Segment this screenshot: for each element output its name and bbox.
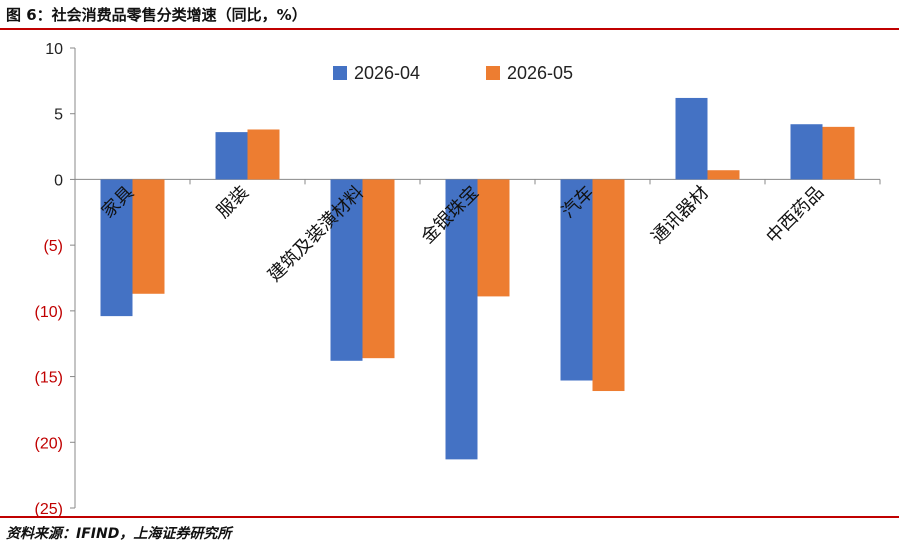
chart-bars	[100, 97, 855, 460]
category-label: 服装	[213, 182, 253, 222]
bar-2026-04-服装	[215, 132, 248, 180]
source-note: 资料来源：IFIND，上海证券研究所	[6, 526, 232, 542]
y-tick-label: (5)	[43, 238, 63, 255]
y-tick-label: 0	[54, 172, 63, 189]
chart-legend: 2026-04 2026-05	[333, 63, 573, 83]
bar-2026-04-金银珠宝	[445, 179, 478, 460]
y-tick-label: (20)	[35, 435, 63, 452]
category-label: 通讯器材	[647, 182, 713, 248]
figure-title: 图 6：社会消费品零售分类增速（同比，%）	[6, 6, 307, 24]
chart-axes: 10 5 0 (5) (10) (15) (20) (25)	[35, 41, 881, 518]
category-label: 中西药品	[762, 182, 828, 248]
bar-2026-05-中西药品	[822, 126, 855, 180]
source-rule	[0, 516, 899, 518]
bar-2026-05-金银珠宝	[477, 179, 510, 297]
y-tick-label: (15)	[35, 370, 63, 387]
bar-2026-04-建筑及装潢材料	[330, 179, 363, 361]
y-tick-label: 5	[54, 107, 63, 124]
legend-swatch	[486, 66, 500, 80]
legend-label: 2026-04	[354, 63, 420, 83]
bar-2026-04-中西药品	[790, 124, 823, 180]
y-tick-label: 10	[45, 41, 63, 58]
y-tick-label: (10)	[35, 304, 63, 321]
legend-label: 2026-05	[507, 63, 573, 83]
bar-2026-05-通讯器材	[707, 170, 740, 180]
legend-swatch	[333, 66, 347, 80]
bar-2026-04-通讯器材	[675, 97, 708, 180]
bar-2026-05-建筑及装潢材料	[362, 179, 395, 359]
y-tick-label: (25)	[35, 501, 63, 518]
bar-2026-04-汽车	[560, 179, 593, 381]
bar-2026-05-服装	[247, 129, 280, 180]
title-rule	[0, 28, 899, 30]
bar-2026-05-汽车	[592, 179, 625, 392]
bar-2026-05-家具	[132, 179, 165, 294]
bar-2026-04-家具	[100, 179, 133, 317]
